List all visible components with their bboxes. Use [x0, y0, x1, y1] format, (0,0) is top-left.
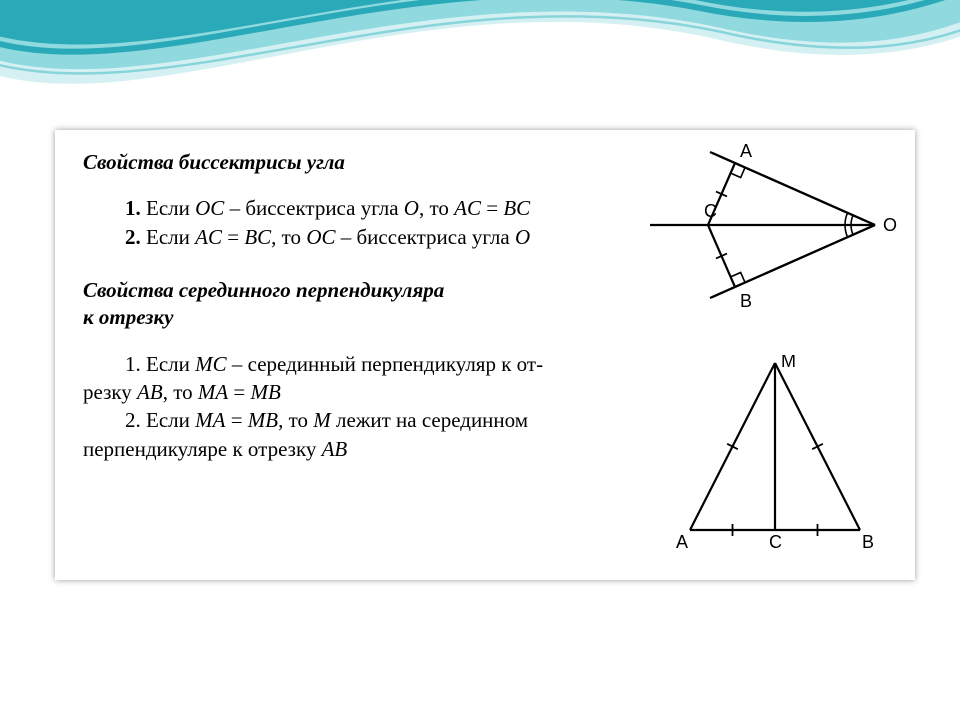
section1-title: Свойства биссектрисы угла — [83, 148, 643, 176]
content-box: Свойства биссектрисы угла 1. Если OC – б… — [55, 130, 915, 580]
svg-text:M: M — [781, 355, 796, 371]
section2-prop2-line1: 2. Если MA = MB, то M лежит на серединно… — [83, 406, 643, 434]
svg-text:B: B — [862, 532, 874, 552]
svg-text:C: C — [704, 201, 717, 221]
diagram-bisector: A B C O — [640, 140, 900, 310]
section1-prop2: 2. Если AC = BC, то OC – биссектриса угл… — [83, 223, 643, 251]
svg-text:B: B — [740, 291, 752, 310]
section2-title: Свойства серединного перпендикуляра к от… — [83, 277, 643, 332]
section2-prop1-line2: резку AB, то MA = MB — [83, 378, 643, 406]
header-wave — [0, 0, 960, 120]
svg-text:O: O — [883, 215, 897, 235]
svg-text:A: A — [676, 532, 688, 552]
svg-text:A: A — [740, 141, 752, 161]
text-area: Свойства биссектрисы угла 1. Если OC – б… — [83, 148, 643, 463]
section2-prop2-line2: перпендикуляре к отрезку AB — [83, 435, 643, 463]
section1-prop1: 1. Если OC – биссектриса угла O, то AC =… — [83, 194, 643, 222]
diagram-perp-bisector: M A B C — [660, 355, 890, 555]
section2-prop1-line1: 1. Если MC – серединный перпендикуляр к … — [83, 350, 643, 378]
svg-text:C: C — [769, 532, 782, 552]
